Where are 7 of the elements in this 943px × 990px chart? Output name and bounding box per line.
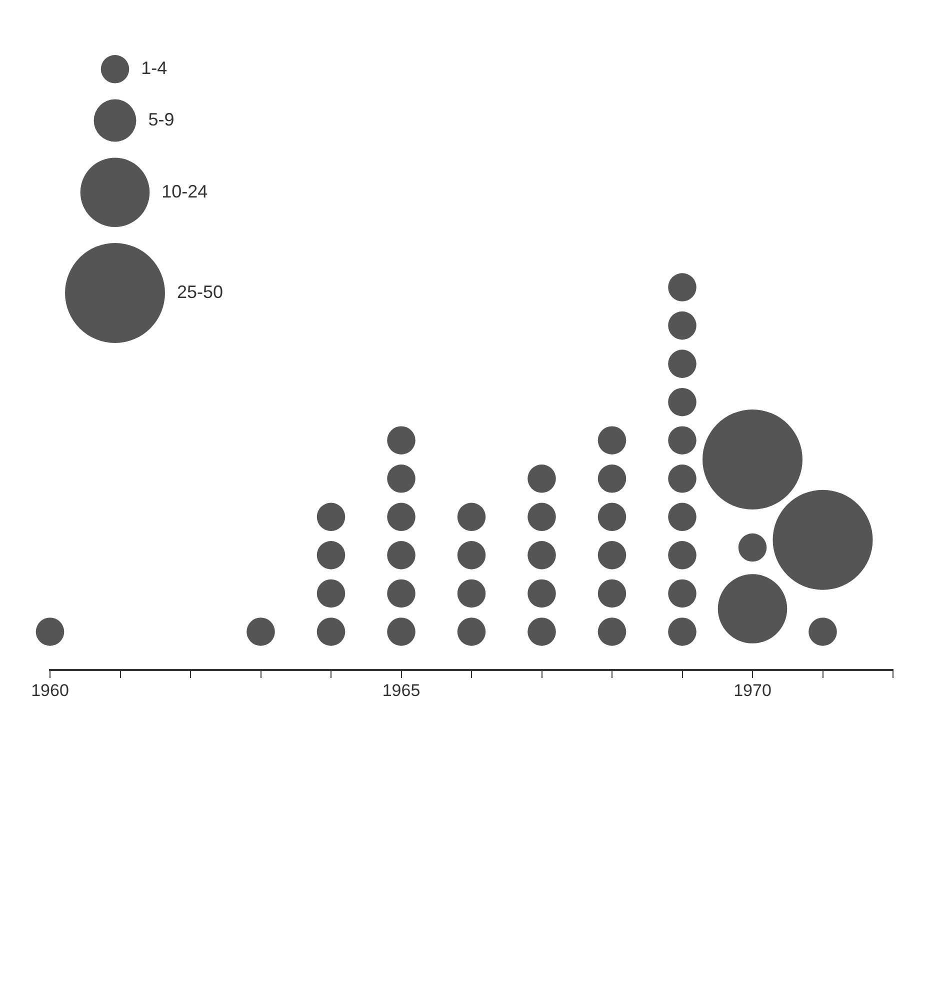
x-tick-label: 1970 xyxy=(734,680,772,700)
legend-label: 1-4 xyxy=(141,58,168,78)
x-tick-label: 1960 xyxy=(31,680,69,700)
legend-label: 5-9 xyxy=(148,109,174,130)
legend-label: 10-24 xyxy=(162,181,208,202)
legend-label: 25-50 xyxy=(177,282,224,302)
x-tick-label: 1965 xyxy=(382,680,420,700)
